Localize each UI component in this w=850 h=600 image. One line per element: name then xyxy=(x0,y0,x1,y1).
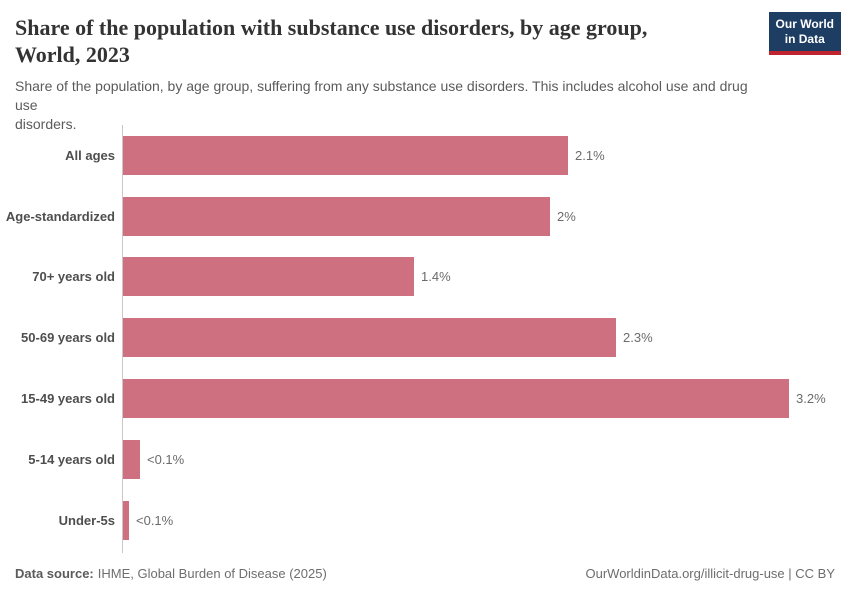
chart-subtitle: Share of the population, by age group, s… xyxy=(15,78,748,132)
bar-row: 50-69 years old 2.3% xyxy=(0,307,850,368)
bar-chart: All ages 2.1% Age-standardized 2% 70+ years … xyxy=(0,125,850,553)
bar[interactable] xyxy=(123,318,616,358)
value-label: 2.1% xyxy=(575,147,605,163)
category-label: Under-5s xyxy=(58,512,115,528)
bar[interactable] xyxy=(123,379,789,419)
chart-header: Share of the population with substance u… xyxy=(0,0,850,133)
category-label: Age-standardized xyxy=(5,208,115,224)
bar[interactable] xyxy=(123,439,140,479)
bar[interactable] xyxy=(123,135,568,175)
value-label: 1.4% xyxy=(421,269,451,285)
category-label: 70+ years old xyxy=(32,269,115,285)
chart-title: Share of the population with substance u… xyxy=(15,15,648,68)
value-label: <0.1% xyxy=(147,451,185,467)
bar-row: Under-5s <0.1% xyxy=(0,490,850,551)
data-source-text: IHME, Global Burden of Disease (2025) xyxy=(97,566,327,581)
category-label: 5-14 years old xyxy=(28,451,115,467)
category-label: All ages xyxy=(65,147,115,163)
owid-logo-line2: in Data xyxy=(784,32,825,46)
owid-logo[interactable]: Our World in Data xyxy=(768,12,841,55)
bar-row: All ages 2.1% xyxy=(0,125,850,186)
bar-row: 5-14 years old <0.1% xyxy=(0,429,850,490)
owid-logo-line1: Our World xyxy=(775,17,834,31)
value-label: <0.1% xyxy=(136,512,174,528)
chart-footer: Data source: IHME, Global Burden of Disea… xyxy=(0,566,850,581)
bar[interactable] xyxy=(123,500,129,540)
value-label: 2.3% xyxy=(623,330,653,346)
data-source-label: Data source: xyxy=(15,566,94,581)
bar-row: Age-standardized 2% xyxy=(0,186,850,247)
category-label: 50-69 years old xyxy=(21,330,115,346)
value-label: 2% xyxy=(557,208,576,224)
bar[interactable] xyxy=(123,257,414,297)
bar-row: 15-49 years old 3.2% xyxy=(0,368,850,429)
value-label: 3.2% xyxy=(796,391,826,407)
category-label: 15-49 years old xyxy=(21,391,115,407)
data-source: Data source: IHME, Global Burden of Disea… xyxy=(15,566,327,581)
bar[interactable] xyxy=(123,196,550,236)
y-axis-line xyxy=(122,125,123,553)
license-link[interactable]: OurWorldinData.org/illicit-drug-use | CC… xyxy=(585,566,836,581)
bar-row: 70+ years old 1.4% xyxy=(0,247,850,308)
